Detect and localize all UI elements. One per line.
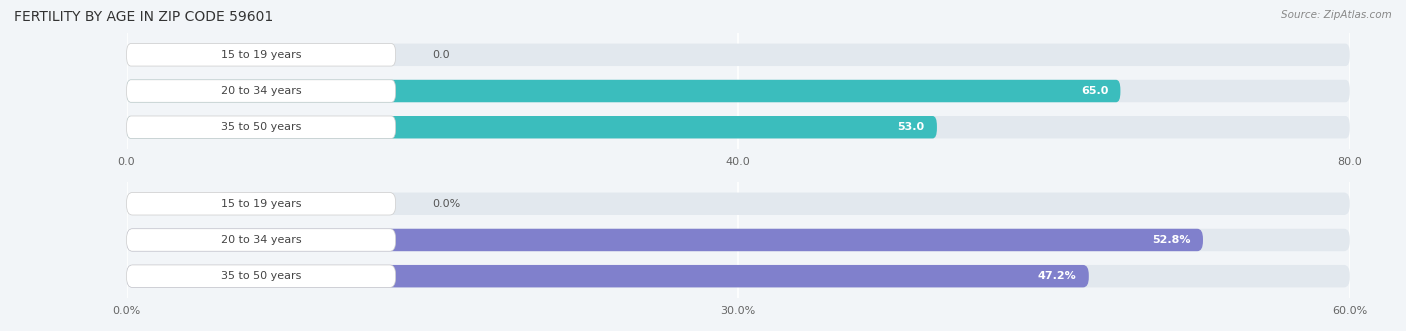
Text: 0.0%: 0.0% [433, 199, 461, 209]
FancyBboxPatch shape [127, 265, 1088, 287]
FancyBboxPatch shape [127, 116, 395, 138]
FancyBboxPatch shape [127, 80, 395, 102]
Text: 65.0: 65.0 [1081, 86, 1108, 96]
FancyBboxPatch shape [127, 44, 395, 66]
Text: FERTILITY BY AGE IN ZIP CODE 59601: FERTILITY BY AGE IN ZIP CODE 59601 [14, 10, 273, 24]
Text: 15 to 19 years: 15 to 19 years [221, 199, 301, 209]
Text: 35 to 50 years: 35 to 50 years [221, 122, 301, 132]
FancyBboxPatch shape [127, 229, 1204, 251]
FancyBboxPatch shape [127, 116, 1350, 138]
FancyBboxPatch shape [127, 265, 1350, 287]
Text: 53.0: 53.0 [897, 122, 925, 132]
Text: 20 to 34 years: 20 to 34 years [221, 86, 301, 96]
Text: 0.0: 0.0 [433, 50, 450, 60]
FancyBboxPatch shape [127, 44, 1350, 66]
FancyBboxPatch shape [127, 229, 1350, 251]
FancyBboxPatch shape [127, 193, 395, 215]
Text: Source: ZipAtlas.com: Source: ZipAtlas.com [1281, 10, 1392, 20]
Text: 52.8%: 52.8% [1153, 235, 1191, 245]
FancyBboxPatch shape [127, 116, 936, 138]
FancyBboxPatch shape [127, 80, 1121, 102]
Text: 15 to 19 years: 15 to 19 years [221, 50, 301, 60]
Text: 35 to 50 years: 35 to 50 years [221, 271, 301, 281]
Text: 47.2%: 47.2% [1038, 271, 1077, 281]
FancyBboxPatch shape [127, 229, 395, 251]
Text: 20 to 34 years: 20 to 34 years [221, 235, 301, 245]
FancyBboxPatch shape [127, 80, 1350, 102]
FancyBboxPatch shape [127, 265, 395, 287]
FancyBboxPatch shape [127, 193, 1350, 215]
